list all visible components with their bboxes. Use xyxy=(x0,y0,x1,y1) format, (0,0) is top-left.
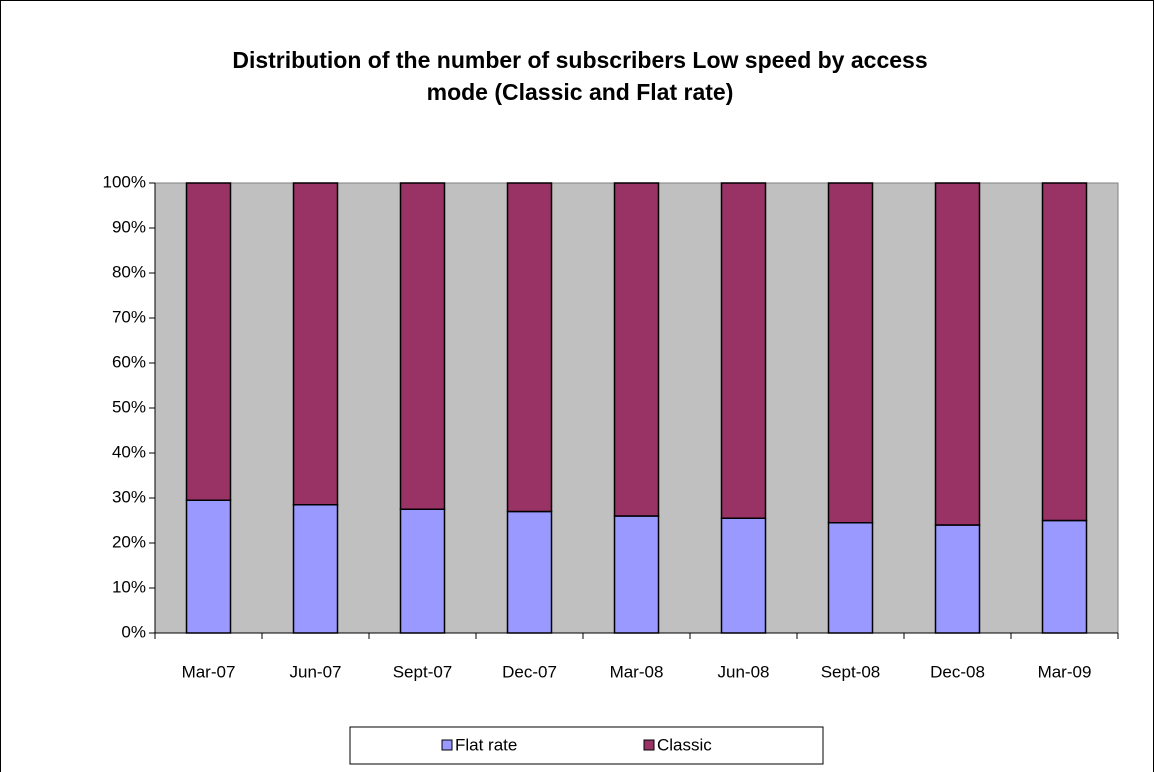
bar-segment xyxy=(720,517,767,634)
bar-segment xyxy=(399,508,446,634)
bar-segment xyxy=(185,499,232,634)
legend-label: Classic xyxy=(657,735,712,754)
x-tick-label: Jun-08 xyxy=(718,662,770,681)
y-tick-label: 90% xyxy=(112,217,146,236)
bar-segment xyxy=(613,182,660,517)
bar-segment xyxy=(1041,182,1088,522)
bar-segment xyxy=(399,182,446,510)
x-tick-label: Mar-08 xyxy=(610,662,664,681)
legend-box xyxy=(349,726,824,765)
legend-swatch xyxy=(643,739,655,751)
x-tick-label: Mar-09 xyxy=(1038,662,1092,681)
bar-segment xyxy=(506,182,553,513)
bar-segment xyxy=(292,182,339,506)
x-tick-label: Dec-07 xyxy=(502,662,557,681)
bar-segment xyxy=(506,510,553,634)
x-tick-label: Sept-08 xyxy=(821,662,881,681)
bar-segment xyxy=(934,524,981,634)
y-tick-label: 30% xyxy=(112,487,146,506)
y-tick-label: 50% xyxy=(112,397,146,416)
y-tick-label: 10% xyxy=(112,577,146,596)
bar-segment xyxy=(613,515,660,634)
x-tick-label: Mar-07 xyxy=(182,662,236,681)
bar-segment xyxy=(934,182,981,526)
y-tick-label: 20% xyxy=(112,532,146,551)
y-tick-label: 80% xyxy=(112,262,146,281)
x-tick-label: Dec-08 xyxy=(930,662,985,681)
x-tick-label: Jun-07 xyxy=(290,662,342,681)
x-tick-label: Sept-07 xyxy=(393,662,453,681)
y-tick-label: 40% xyxy=(112,442,146,461)
bar-segment xyxy=(827,182,874,524)
y-tick-label: 70% xyxy=(112,307,146,326)
y-tick-label: 60% xyxy=(112,352,146,371)
legend-label: Flat rate xyxy=(455,735,517,754)
bar-segment xyxy=(292,504,339,634)
bar-segment xyxy=(720,182,767,519)
bar-segment xyxy=(827,522,874,634)
legend-swatch xyxy=(441,739,453,751)
bar-segment xyxy=(185,182,232,501)
y-tick-label: 0% xyxy=(121,622,146,641)
y-tick-label: 100% xyxy=(103,172,146,191)
bar-segment xyxy=(1041,519,1088,634)
chart-title: Distribution of the number of subscriber… xyxy=(232,47,928,105)
